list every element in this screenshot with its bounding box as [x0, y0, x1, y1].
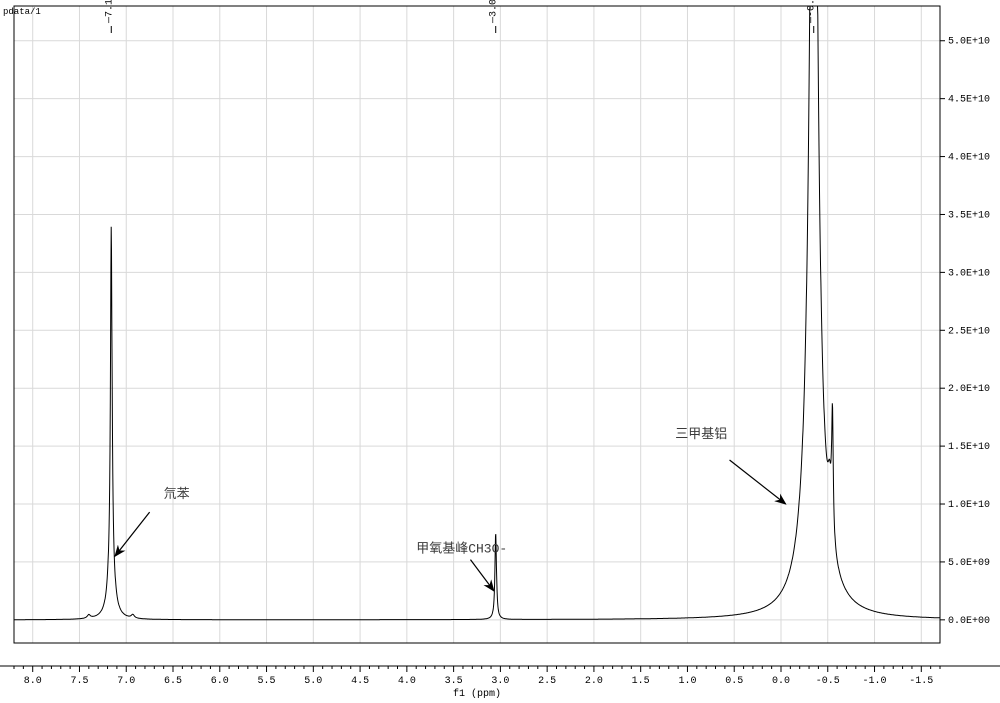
y-tick-label: 1.0E+10 — [948, 500, 990, 511]
peak-ppm-label: —3.05 — [489, 0, 500, 24]
y-tick-label: 3.5E+10 — [948, 210, 990, 221]
nmr-plot-container: 8.0 7.5 7.0 6.5 6.0 5.5 5.0 4.5 4.0 3.5 3.0 2.5 2.0 1… — [0, 0, 1000, 703]
x-tick-label: 3.5 — [445, 676, 463, 687]
peak-ppm-label: —7.16 — [104, 0, 115, 24]
x-tick-label: 8.0 — [24, 676, 42, 687]
x-tick-label: 5.0 — [304, 676, 322, 687]
x-tick-label: 4.5 — [351, 676, 369, 687]
x-tick-label: 6.0 — [211, 676, 229, 687]
annotation-arrow — [470, 560, 493, 591]
spectrum-line — [14, 6, 940, 620]
annotation-label: 氘苯 — [164, 487, 190, 502]
y-tick-label: 2.5E+10 — [948, 326, 990, 337]
x-tick-label: 0.5 — [725, 676, 743, 687]
y-tick-label: 1.5E+10 — [948, 442, 990, 453]
x-tick-label: 7.0 — [117, 676, 135, 687]
x-tick-label: 1.0 — [678, 676, 696, 687]
plot-title: pdata/1 — [3, 7, 41, 17]
x-axis-label: f1 (ppm) — [453, 688, 501, 700]
peak-ppm-label: —-0.35 — [807, 0, 818, 24]
nmr-svg: 8.0 7.5 7.0 6.5 6.0 5.5 5.0 4.5 4.0 3.5 3.0 2.5 2.0 1… — [0, 0, 1000, 703]
x-tick-label: 2.5 — [538, 676, 556, 687]
annotation-arrow — [730, 460, 786, 504]
y-tick-label: 2.0E+10 — [948, 384, 990, 395]
annotation-arrow — [115, 512, 150, 556]
x-tick-label: -1.5 — [909, 676, 933, 687]
annotation-label: 甲氧基峰CH3O- — [416, 542, 507, 557]
x-tick-label: 5.5 — [258, 676, 276, 687]
y-tick-label: 4.0E+10 — [948, 153, 990, 164]
y-tick-label: 4.5E+10 — [948, 95, 990, 106]
x-tick-label: 4.0 — [398, 676, 416, 687]
x-tick-label: 6.5 — [164, 676, 182, 687]
annotation-label: 三甲基铝 — [675, 427, 727, 442]
x-tick-label: 3.0 — [491, 676, 509, 687]
x-tick-label: -0.5 — [816, 676, 840, 687]
x-tick-label: 1.5 — [632, 676, 650, 687]
y-tick-label: 3.0E+10 — [948, 268, 990, 279]
x-tick-label: -1.0 — [863, 676, 887, 687]
y-tick-label: 5.0E+09 — [948, 558, 990, 569]
x-tick-label: 7.5 — [70, 676, 88, 687]
x-tick-label: 2.0 — [585, 676, 603, 687]
y-tick-label: 5.0E+10 — [948, 37, 990, 48]
y-tick-label: 0.0E+00 — [948, 616, 990, 627]
x-tick-label: 0.0 — [772, 676, 790, 687]
